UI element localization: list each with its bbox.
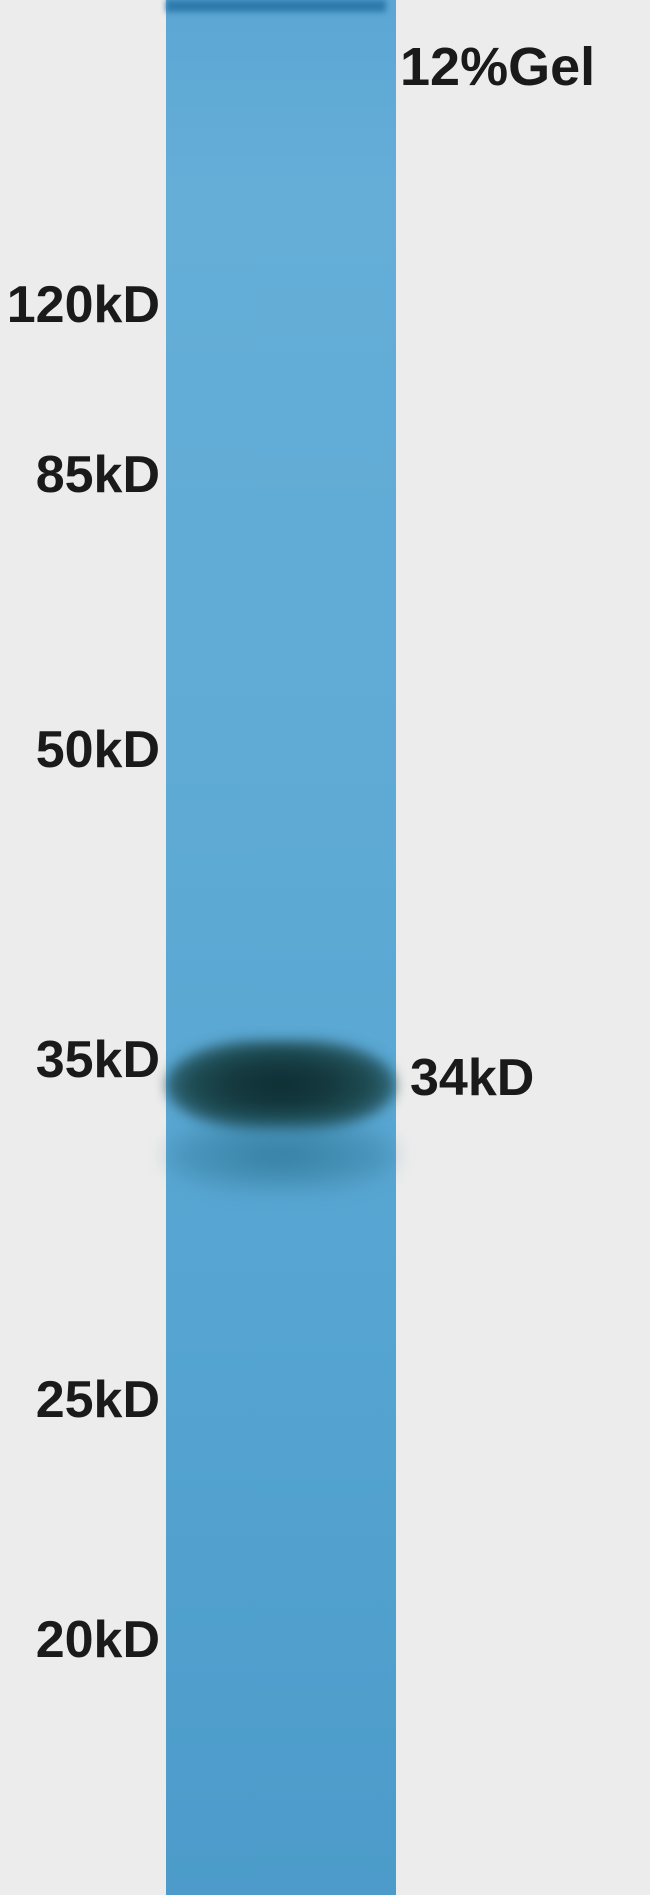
marker-85kd: 85kD	[0, 449, 160, 501]
dye-front	[166, 0, 386, 12]
gel-percentage-label: 12%Gel	[400, 40, 595, 94]
protein-band-smear	[166, 1120, 396, 1190]
protein-band	[166, 1040, 396, 1130]
marker-50kd: 50kD	[0, 724, 160, 776]
marker-25kd: 25kD	[0, 1374, 160, 1426]
blot-lane	[166, 0, 396, 1895]
marker-120kd: 120kD	[0, 279, 160, 331]
marker-35kd: 35kD	[0, 1034, 160, 1086]
marker-20kd: 20kD	[0, 1614, 160, 1666]
observed-band-label: 34kD	[410, 1052, 534, 1104]
